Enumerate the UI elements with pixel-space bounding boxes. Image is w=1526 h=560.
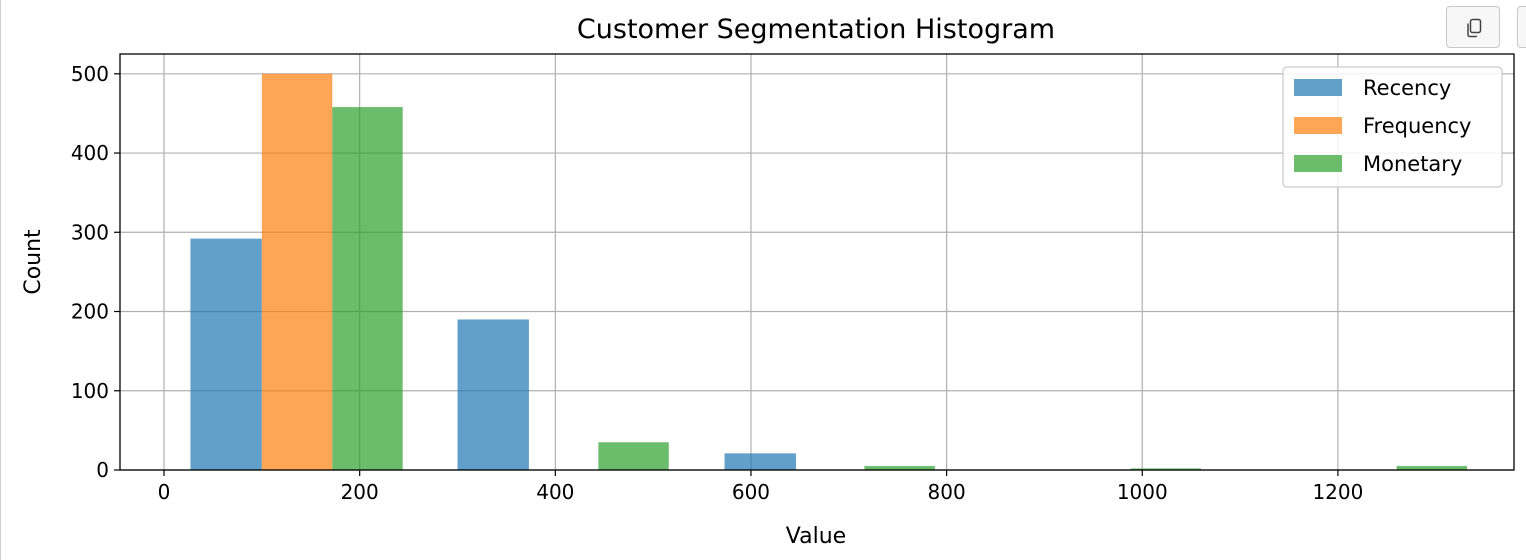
x-tick-label: 200 [341,480,379,504]
x-tick-label: 1000 [1117,480,1168,504]
legend-swatch-monetary [1294,155,1342,172]
x-tick-label: 800 [928,480,966,504]
x-tick-label: 400 [536,480,574,504]
cell-border [0,0,1,560]
bars [190,73,1468,471]
bar-monetary-5 [1396,466,1468,470]
bar-recency-2 [457,319,529,470]
bar-recency-1 [190,238,262,470]
chart-title: Customer Segmentation Histogram [577,14,1055,45]
x-tick-label: 0 [158,480,171,504]
bar-monetary-3 [864,466,935,470]
side-button[interactable] [1517,6,1526,48]
y-tick-label: 500 [71,62,109,86]
legend-swatch-frequency [1294,117,1342,134]
legend-label-recency: Recency [1363,76,1451,100]
y-axis-ticks: 0 100 200 300 400 500 [71,62,120,482]
y-tick-label: 0 [96,458,109,482]
y-tick-label: 100 [71,379,109,403]
copy-icon [1467,18,1482,38]
legend: Recency Frequency Monetary [1282,66,1503,188]
x-axis-label: Value [786,524,846,549]
legend-label-monetary: Monetary [1363,152,1462,176]
bar-monetary-1 [332,107,403,470]
y-tick-label: 200 [71,300,109,324]
x-axis-ticks: 0 200 400 600 800 1000 1200 [158,470,1363,504]
plot-area-frame [119,53,1515,471]
bar-recency-3 [724,453,796,470]
y-axis-label: Count [21,229,46,295]
x-tick-label: 600 [732,480,770,504]
bar-frequency-1 [261,73,333,471]
copy-button[interactable] [1446,6,1500,48]
x-tick-label: 1200 [1312,480,1363,504]
bar-monetary-2 [598,442,669,470]
legend-label-frequency: Frequency [1363,114,1472,138]
y-tick-label: 300 [71,220,109,244]
y-tick-label: 400 [71,141,109,165]
bar-monetary-4 [1130,468,1201,470]
legend-swatch-recency [1294,79,1342,96]
